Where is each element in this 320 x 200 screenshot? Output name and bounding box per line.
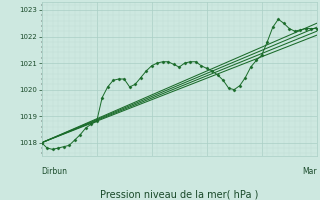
Text: Pression niveau de la mer( hPa ): Pression niveau de la mer( hPa ) bbox=[100, 190, 258, 200]
Text: Dirbun: Dirbun bbox=[42, 167, 68, 176]
Text: Mar: Mar bbox=[302, 167, 317, 176]
